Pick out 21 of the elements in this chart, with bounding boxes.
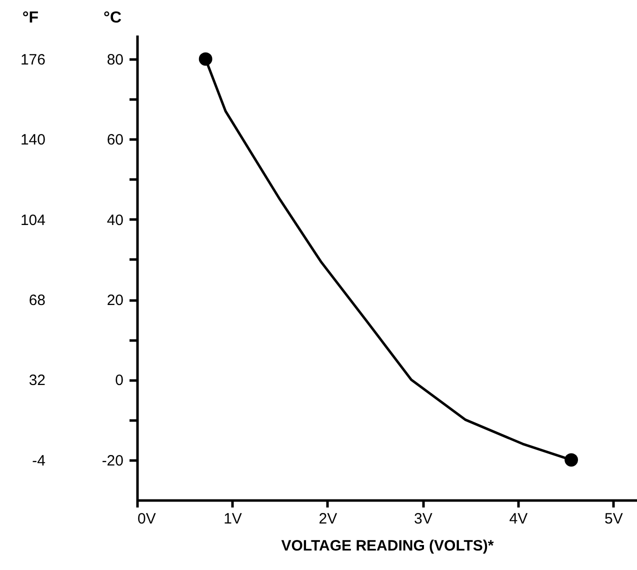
y2-axis-title: °F [22, 10, 39, 26]
y-tick-label: 20 [106, 292, 124, 310]
x-tick-label: 3V [414, 510, 432, 528]
y-axis-title: °C [104, 10, 122, 26]
y-tick-label: -20 [102, 452, 124, 470]
x-tick-label: 1V [224, 510, 242, 528]
y2-tick-label: 32 [28, 372, 46, 390]
y2-tick-label: 140 [20, 132, 46, 149]
y-tick-label: 40 [106, 212, 124, 229]
x-tick-label: 2V [318, 510, 338, 528]
x-tick-label: 4V [509, 510, 528, 528]
x-axis-title: VOLTAGE READING (VOLTS)* [281, 538, 494, 554]
y2-tick-label: 68 [28, 292, 46, 310]
x-tick-label: 0V [138, 510, 156, 528]
y2-tick-label: -4 [32, 452, 46, 470]
x-tick-label: 5V [604, 510, 623, 528]
y2-tick-label: 176 [20, 52, 46, 69]
y2-tick-label: 104 [20, 212, 46, 229]
y-tick-label: 0 [115, 372, 124, 390]
y-tick-label: 60 [106, 132, 124, 149]
y-tick-label: 80 [106, 52, 124, 69]
